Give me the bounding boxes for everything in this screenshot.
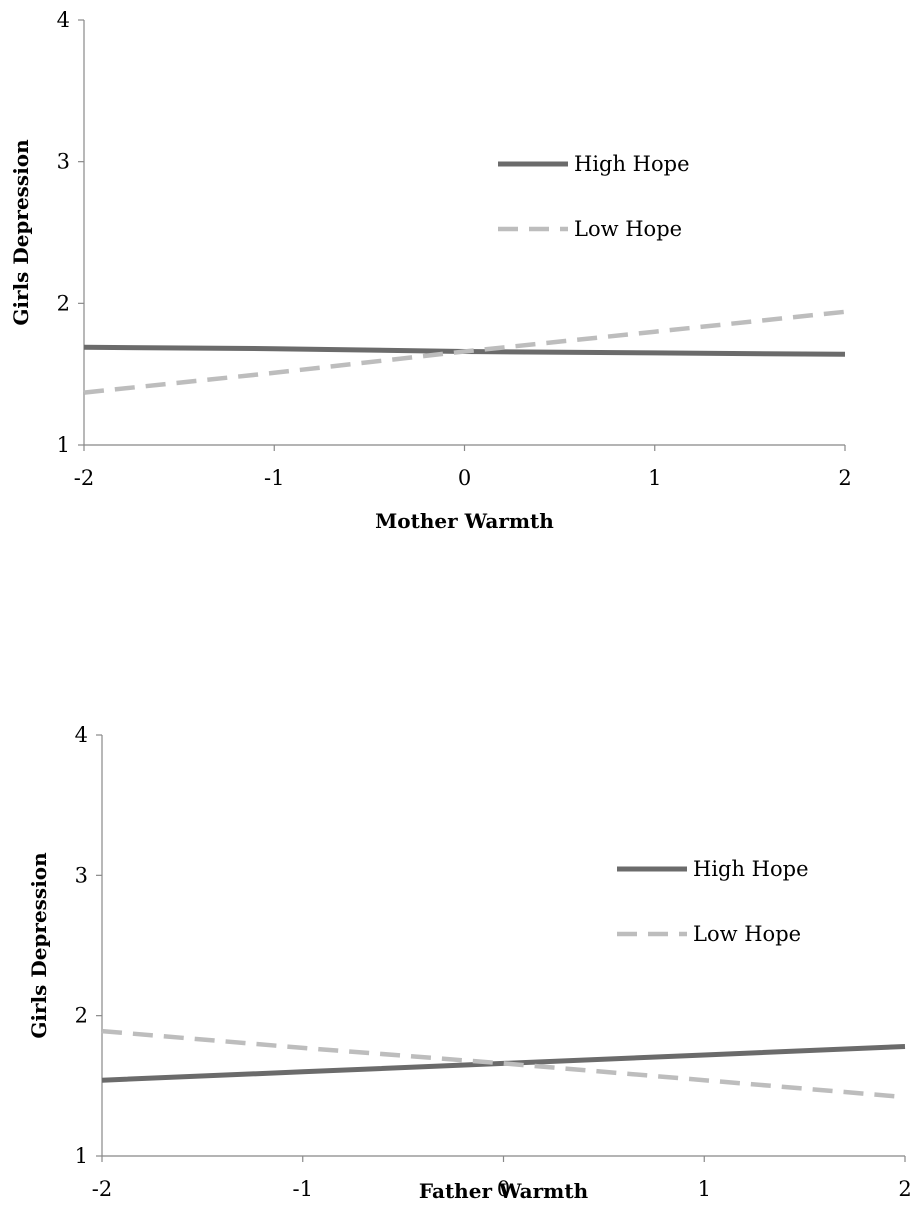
x-tick-label: 1 (698, 1177, 711, 1201)
data-point-low-hope (653, 330, 656, 333)
x-tick-label: -1 (293, 1177, 313, 1201)
data-point-low-hope (844, 310, 847, 313)
y-tick-label: 3 (75, 863, 88, 887)
x-tick-label: -2 (92, 1177, 112, 1201)
data-point-high-hope (904, 1045, 907, 1048)
data-point-low-hope (273, 371, 276, 374)
data-point-low-hope (101, 1030, 104, 1033)
x-axis-title: Father Warmth (419, 1179, 589, 1203)
y-tick-label: 4 (57, 8, 70, 32)
y-tick-label: 4 (75, 723, 88, 747)
data-point-high-hope (301, 1070, 304, 1073)
y-axis-title: Girls Depression (9, 139, 33, 326)
series-line-high-hope (101, 1044, 906, 1083)
data-point-low-hope (703, 1079, 706, 1082)
y-tick-label: 3 (57, 150, 70, 174)
legend-label-high-hope: High Hope (574, 152, 690, 176)
data-point-low-hope (301, 1046, 304, 1049)
y-tick-label: 2 (57, 291, 70, 315)
y-axis-title: Girls Depression (27, 852, 51, 1039)
series-line-low-hope (101, 1028, 906, 1100)
data-point-high-hope (273, 347, 276, 350)
y-tick-label: 1 (75, 1144, 88, 1168)
x-tick-label: 2 (838, 466, 851, 490)
y-tick-label: 1 (57, 433, 70, 457)
x-tick-label: 0 (497, 1177, 510, 1201)
x-tick-label: 0 (458, 466, 471, 490)
data-point-high-hope (844, 353, 847, 356)
data-point-high-hope (653, 351, 656, 354)
series-line-low-hope (83, 309, 846, 395)
legend-label-low-hope: Low Hope (693, 922, 801, 946)
x-tick-label: 2 (898, 1177, 911, 1201)
chart-2: 1 2 3 4 -2 -1 0 1 2 Father Warmth Girls Depression… (27, 723, 912, 1203)
legend-label-low-hope: Low Hope (574, 217, 682, 241)
x-axis-title: Mother Warmth (375, 509, 554, 533)
y-tick-label: 2 (75, 1004, 88, 1028)
chart-1: 1 2 3 4 -2 -1 0 1 2 Mother Warmth Girls Depression… (9, 8, 852, 533)
data-point-high-hope (83, 346, 86, 349)
data-point-low-hope (463, 350, 466, 353)
legend-label-high-hope: High Hope (693, 857, 809, 881)
x-tick-label: 1 (648, 466, 661, 490)
data-point-low-hope (83, 391, 86, 394)
data-point-low-hope (502, 1062, 505, 1065)
data-point-high-hope (101, 1079, 104, 1082)
data-point-high-hope (703, 1053, 706, 1056)
x-tick-label: -2 (74, 466, 94, 490)
x-tick-label: -1 (264, 466, 284, 490)
data-point-low-hope (904, 1096, 907, 1099)
